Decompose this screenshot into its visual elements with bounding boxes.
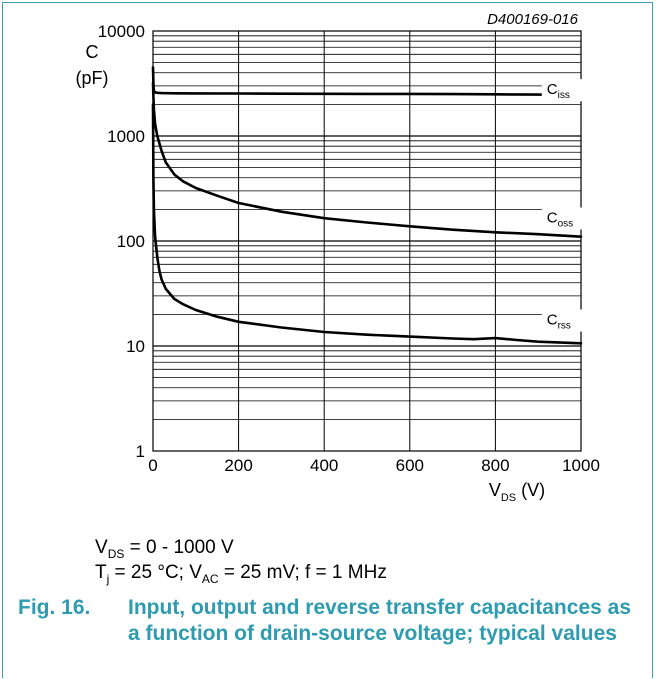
grid (152, 31, 582, 451)
condition-vds: VDS = 0 - 1000 V (95, 537, 234, 561)
y-tick-label: 10 (126, 337, 145, 356)
figure-caption: Fig. 16. Input, output and reverse trans… (18, 595, 648, 647)
series-labels: Ciss Coss Crss (541, 79, 584, 332)
series-label-bg-oss (541, 207, 584, 230)
y-tick-label: 100 (117, 232, 145, 251)
x-tick-label: 1000 (562, 456, 600, 475)
x-axis-label: VDS (V) (489, 480, 545, 504)
x-tick-label: 400 (310, 456, 338, 475)
series-label-bg-rss (541, 309, 584, 332)
y-tick-label: 10000 (98, 22, 145, 41)
series-lines (151, 66, 583, 345)
figure-title: Input, output and reverse transfer capac… (128, 596, 631, 645)
condition-test: Tj = 25 °C; VAC = 25 mV; f = 1 MHz (95, 562, 387, 586)
plot-border (152, 30, 582, 452)
y-tick-label: 1 (136, 442, 145, 461)
x-tick-label: 200 (224, 456, 252, 475)
series-label-oss: Coss (547, 210, 573, 230)
series-label-rss: Crss (547, 312, 571, 332)
series-label-bg-iss (541, 79, 584, 102)
series-line-oss (151, 81, 583, 238)
series-line-iss (151, 66, 583, 97)
capacitance-chart: Ciss Coss Crss 0 200 400 600 800 1000 1 10 100 1000… (76, 11, 600, 504)
x-tick-label: 800 (481, 456, 509, 475)
y-tick-label: 1000 (107, 127, 145, 146)
series-label-iss: Ciss (547, 81, 570, 101)
x-tick-label: 600 (396, 456, 424, 475)
chart-code: D400169-016 (487, 11, 579, 28)
x-tick-label: 0 (148, 456, 157, 475)
series-line-rss (151, 103, 583, 345)
figure-number: Fig. 16. (18, 596, 91, 619)
y-axis-label-symbol: C (86, 42, 99, 62)
y-axis-label-unit: (pF) (76, 68, 109, 88)
tick-labels: 0 200 400 600 800 1000 1 10 100 1000 10000 (98, 22, 600, 475)
